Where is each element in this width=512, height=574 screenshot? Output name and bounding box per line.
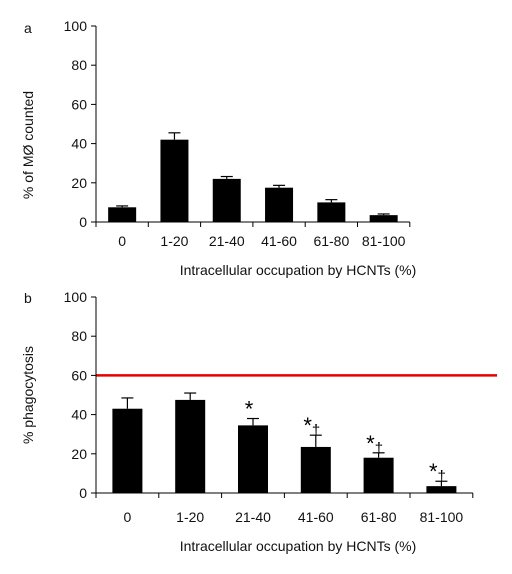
y-tick-label: 20 bbox=[71, 446, 87, 462]
bar bbox=[212, 178, 241, 222]
x-tick-label: 1-20 bbox=[160, 233, 188, 249]
x-tick-label: 61-80 bbox=[361, 509, 397, 525]
bar bbox=[369, 215, 398, 222]
bar bbox=[265, 187, 294, 222]
y-tick-label: 60 bbox=[71, 367, 87, 383]
panel-b-plot-area: 0 20 40 60 80 100 0 1-20 21-40 41-60 61-80 81-100 * *… bbox=[64, 289, 497, 525]
x-tick-label: 81-100 bbox=[420, 509, 464, 525]
panel-a-y-axis-title: % of MØ counted bbox=[20, 91, 36, 199]
chart-panel-a: a % of MØ counted Intracellular occupati… bbox=[20, 18, 416, 278]
x-tick-label: 81-100 bbox=[362, 233, 406, 249]
bar bbox=[426, 486, 457, 493]
y-tick-label: 40 bbox=[71, 407, 87, 423]
y-tick-label: 60 bbox=[71, 96, 87, 112]
x-tick-label: 0 bbox=[118, 233, 126, 249]
panel-a-label: a bbox=[24, 20, 32, 36]
significance-marker: *† bbox=[429, 459, 446, 485]
y-tick-label: 80 bbox=[71, 57, 87, 73]
bar bbox=[238, 425, 268, 493]
y-tick-label: 20 bbox=[71, 175, 87, 191]
x-tick-label: 0 bbox=[124, 509, 132, 525]
panel-b-y-axis-title: % phagocytosis bbox=[20, 346, 36, 444]
x-tick-label: 41-60 bbox=[261, 233, 297, 249]
x-tick-label: 1-20 bbox=[176, 509, 204, 525]
x-tick-label: 21-40 bbox=[235, 509, 271, 525]
y-tick-label: 0 bbox=[79, 485, 87, 501]
y-tick-label: 100 bbox=[64, 289, 88, 305]
bar bbox=[160, 139, 189, 222]
y-tick-label: 100 bbox=[64, 18, 88, 34]
x-tick-label: 21-40 bbox=[209, 233, 245, 249]
chart-panel-b: b % phagocytosis Intracellular occupatio… bbox=[20, 289, 497, 554]
bar bbox=[112, 408, 143, 493]
bar bbox=[317, 202, 346, 222]
y-tick-label: 0 bbox=[79, 214, 87, 230]
significance-marker: *† bbox=[366, 431, 383, 457]
bar bbox=[175, 399, 206, 493]
y-tick-label: 80 bbox=[71, 328, 87, 344]
significance-marker: * bbox=[245, 397, 254, 422]
x-tick-label: 41-60 bbox=[298, 509, 334, 525]
panel-a-x-axis-title: Intracellular occupation by HCNTs (%) bbox=[180, 262, 417, 278]
x-tick-label: 61-80 bbox=[313, 233, 349, 249]
panel-a-plot-area: 0 20 40 60 80 100 0 1-20 21-40 41-60 61-80 81-100 bbox=[64, 18, 411, 249]
panel-b-x-axis-title: Intracellular occupation by HCNTs (%) bbox=[180, 538, 417, 554]
significance-marker: *† bbox=[303, 413, 320, 439]
bar bbox=[108, 207, 137, 222]
panel-b-label: b bbox=[24, 290, 32, 306]
bar bbox=[363, 457, 394, 493]
y-tick-label: 40 bbox=[71, 136, 87, 152]
bar bbox=[300, 446, 331, 493]
